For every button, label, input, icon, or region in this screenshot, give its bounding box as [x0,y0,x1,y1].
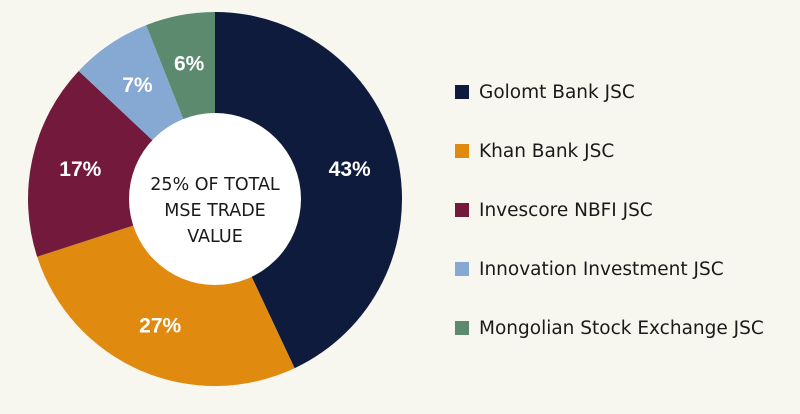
legend-item-khan: Khan Bank JSC [455,137,764,165]
legend: Golomt Bank JSC Khan Bank JSC Invescore … [455,78,764,342]
legend-swatch [455,203,469,217]
slice-label: 17% [59,158,101,181]
legend-item-innovation: Innovation Investment JSC [455,255,764,283]
center-text-line-2: MSE TRADE [164,201,265,221]
legend-swatch [455,144,469,158]
legend-label: Khan Bank JSC [479,140,615,162]
legend-label: Invescore NBFI JSC [479,199,653,221]
slice-label: 43% [329,158,371,181]
legend-item-golomt: Golomt Bank JSC [455,78,764,106]
legend-label: Golomt Bank JSC [479,81,635,103]
slice-label: 27% [139,315,181,338]
legend-label: Mongolian Stock Exchange JSC [479,317,764,339]
legend-item-mse: Mongolian Stock Exchange JSC [455,314,764,342]
legend-swatch [455,321,469,335]
slice-label: 6% [174,52,205,75]
donut-hole [129,113,301,285]
center-text-line-3: VALUE [187,227,243,247]
legend-swatch [455,85,469,99]
slice-labels-group: 43% 27% 17% 7% 6% [59,52,371,337]
slice-label: 7% [122,74,153,97]
legend-item-invescore: Invescore NBFI JSC [455,196,764,224]
legend-swatch [455,262,469,276]
center-text-line-1: 25% OF TOTAL [150,175,280,195]
slice-golomt-bank-jsc [215,12,402,369]
legend-label: Innovation Investment JSC [479,258,724,280]
